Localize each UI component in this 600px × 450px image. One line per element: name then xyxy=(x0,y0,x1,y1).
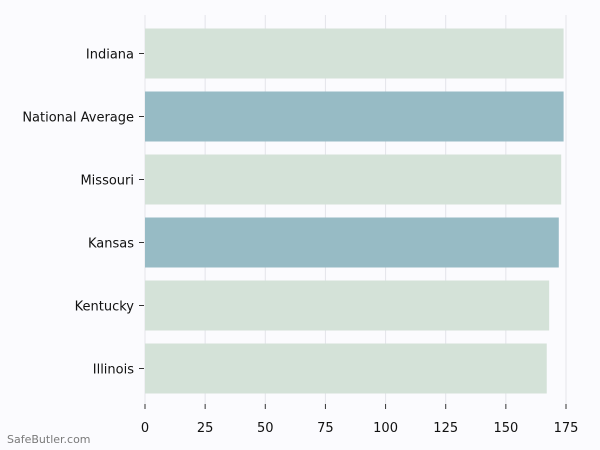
category-label: Indiana xyxy=(86,48,134,63)
category-label: Kentucky xyxy=(75,300,135,315)
x-tick-label: 0 xyxy=(141,421,149,436)
bar xyxy=(145,280,550,331)
category-label: Kansas xyxy=(88,237,134,252)
grid-lines xyxy=(144,15,567,404)
category-label: Missouri xyxy=(80,174,134,189)
bar xyxy=(145,154,562,205)
x-axis: 0 25 50 75 100 125 150 175 xyxy=(141,404,579,436)
bar xyxy=(145,343,547,394)
x-tick-label: 150 xyxy=(493,421,518,436)
bar xyxy=(145,91,564,142)
x-tick-label: 100 xyxy=(373,421,398,436)
x-tick-label: 50 xyxy=(257,421,274,436)
x-tick-label: 175 xyxy=(554,421,579,436)
bar xyxy=(145,28,564,79)
x-tick-label: 125 xyxy=(433,421,458,436)
x-tick-label: 75 xyxy=(317,421,334,436)
category-label: Illinois xyxy=(93,363,134,378)
bar xyxy=(145,217,559,268)
bars xyxy=(145,28,564,394)
y-axis: Indiana National Average Missouri Kansas Ken… xyxy=(22,48,144,378)
category-label: National Average xyxy=(22,111,134,126)
watermark: SafeButler.com xyxy=(7,433,91,446)
x-tick-label: 25 xyxy=(197,421,214,436)
